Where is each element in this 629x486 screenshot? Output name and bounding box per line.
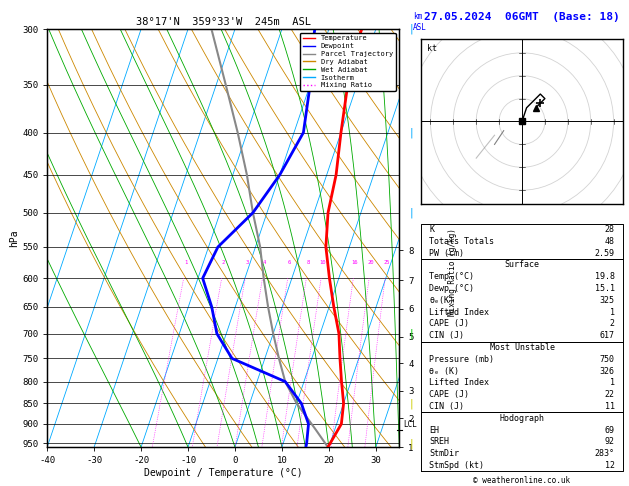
- Text: CAPE (J): CAPE (J): [430, 319, 469, 329]
- Text: LCL: LCL: [403, 420, 416, 429]
- Text: StmSpd (kt): StmSpd (kt): [430, 461, 484, 470]
- Text: |: |: [410, 24, 414, 35]
- Text: 27.05.2024  06GMT  (Base: 18): 27.05.2024 06GMT (Base: 18): [424, 12, 620, 22]
- Text: 2: 2: [610, 319, 615, 329]
- Text: Totals Totals: Totals Totals: [430, 237, 494, 246]
- Text: |: |: [410, 398, 414, 409]
- Legend: Temperature, Dewpoint, Parcel Trajectory, Dry Adiabat, Wet Adiabat, Isotherm, Mi: Temperature, Dewpoint, Parcel Trajectory…: [300, 33, 396, 91]
- Text: CIN (J): CIN (J): [430, 402, 464, 411]
- Text: |: |: [410, 438, 414, 449]
- Y-axis label: hPa: hPa: [9, 229, 19, 247]
- Text: 12: 12: [604, 461, 615, 470]
- Text: 16: 16: [352, 260, 358, 265]
- Text: CIN (J): CIN (J): [430, 331, 464, 340]
- Text: 4: 4: [263, 260, 266, 265]
- Text: CAPE (J): CAPE (J): [430, 390, 469, 399]
- Text: 69: 69: [604, 426, 615, 434]
- Text: Dewp (°C): Dewp (°C): [430, 284, 474, 293]
- Text: 326: 326: [599, 366, 615, 376]
- Text: kt: kt: [427, 44, 437, 53]
- Text: 1: 1: [184, 260, 187, 265]
- Text: θₑ(K): θₑ(K): [430, 296, 454, 305]
- Text: K: K: [430, 225, 435, 234]
- Text: Lifted Index: Lifted Index: [430, 379, 489, 387]
- Text: 48: 48: [604, 237, 615, 246]
- Text: 20: 20: [367, 260, 374, 265]
- Text: 15.1: 15.1: [594, 284, 615, 293]
- Text: 1: 1: [610, 379, 615, 387]
- Text: 19.8: 19.8: [594, 272, 615, 281]
- Text: 8: 8: [306, 260, 309, 265]
- Text: Hodograph: Hodograph: [499, 414, 545, 423]
- Text: PW (cm): PW (cm): [430, 248, 464, 258]
- Text: Most Unstable: Most Unstable: [489, 343, 555, 352]
- Text: SREH: SREH: [430, 437, 449, 447]
- Title: 38°17'N  359°33'W  245m  ASL: 38°17'N 359°33'W 245m ASL: [136, 17, 311, 27]
- Text: |: |: [410, 127, 414, 138]
- Text: 2.59: 2.59: [594, 248, 615, 258]
- Text: 92: 92: [604, 437, 615, 447]
- Text: 3: 3: [245, 260, 248, 265]
- Text: 10: 10: [320, 260, 326, 265]
- Text: Temp (°C): Temp (°C): [430, 272, 474, 281]
- Text: StmDir: StmDir: [430, 449, 459, 458]
- Text: θₑ (K): θₑ (K): [430, 366, 459, 376]
- Text: 25: 25: [383, 260, 390, 265]
- Text: Pressure (mb): Pressure (mb): [430, 355, 494, 364]
- Text: km
ASL: km ASL: [413, 13, 427, 32]
- Text: 283°: 283°: [594, 449, 615, 458]
- Text: 1: 1: [610, 308, 615, 316]
- Text: 750: 750: [599, 355, 615, 364]
- X-axis label: Dewpoint / Temperature (°C): Dewpoint / Temperature (°C): [144, 468, 303, 478]
- Text: Mixing Ratio (g/kg): Mixing Ratio (g/kg): [448, 227, 457, 315]
- Text: 617: 617: [599, 331, 615, 340]
- Text: |: |: [410, 208, 414, 218]
- Text: 2: 2: [222, 260, 225, 265]
- Text: 6: 6: [288, 260, 291, 265]
- Text: © weatheronline.co.uk: © weatheronline.co.uk: [474, 476, 571, 485]
- Text: Lifted Index: Lifted Index: [430, 308, 489, 316]
- Text: 28: 28: [604, 225, 615, 234]
- Text: EH: EH: [430, 426, 439, 434]
- Text: Surface: Surface: [504, 260, 540, 269]
- Text: 325: 325: [599, 296, 615, 305]
- Text: |: |: [410, 329, 414, 339]
- Text: 22: 22: [604, 390, 615, 399]
- Text: 11: 11: [604, 402, 615, 411]
